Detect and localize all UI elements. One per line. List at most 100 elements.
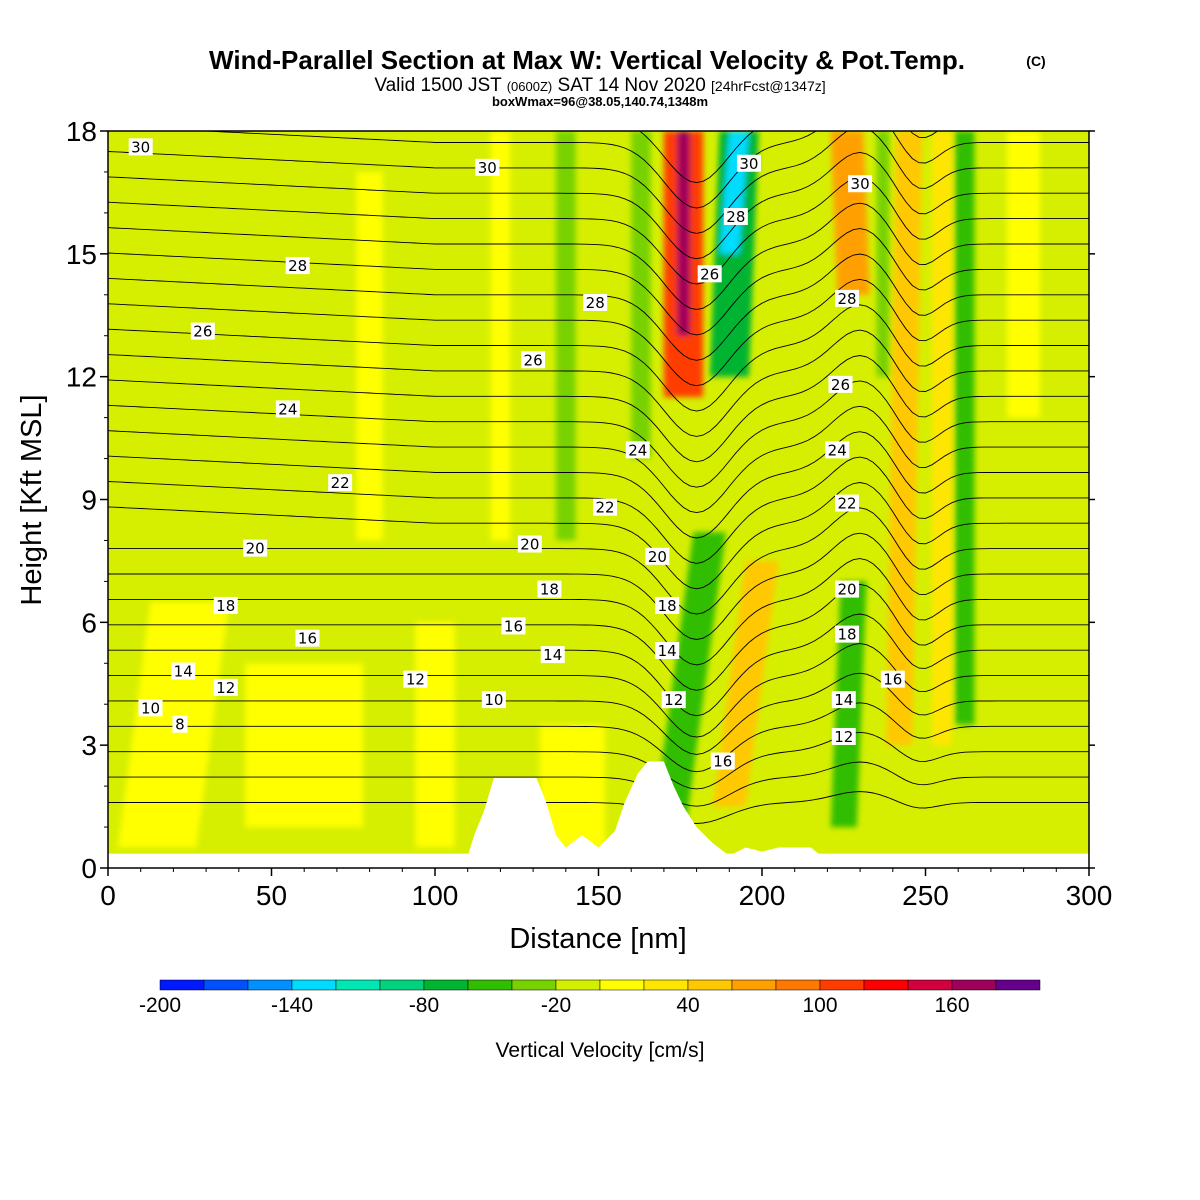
theta-contour-label: 20 [517, 535, 542, 554]
theta-contour-label-text: 20 [648, 548, 667, 566]
x-axis: 0 50 100 150 200 250 300 [100, 868, 1112, 911]
theta-contour-label: 28 [835, 289, 860, 308]
theta-contour-label: 16 [501, 617, 526, 635]
y-tick-label: 9 [81, 485, 97, 516]
theta-contour-label-text: 10 [484, 691, 503, 709]
x-tick-label: 200 [739, 880, 786, 911]
theta-contour-label-text: 18 [658, 597, 677, 615]
theta-contour-label-text: 12 [834, 728, 853, 746]
theta-contour-label-text: 10 [141, 699, 160, 717]
theta-contour-label-text: 14 [834, 691, 853, 709]
y-tick-label: 6 [81, 607, 97, 638]
velocity-cell [677, 131, 691, 336]
colorbar-swatch [863, 979, 909, 991]
theta-contour-label: 30 [736, 154, 761, 173]
theta-contour-label: 20 [835, 580, 860, 599]
theta-contour-label-text: 20 [837, 581, 856, 599]
colorbar-tick-label: -200 [139, 994, 181, 1017]
x-tick-label: 0 [100, 880, 116, 911]
theta-contour-label-text: 26 [831, 376, 850, 394]
colorbar-swatch [819, 979, 865, 991]
x-tick-label: 100 [412, 880, 459, 911]
theta-contour [108, 456, 1089, 564]
theta-contour [108, 613, 1089, 717]
theta-contour-label: 26 [828, 375, 853, 394]
theta-contour [108, 702, 1089, 773]
theta-contour [108, 131, 1089, 234]
theta-contour-label-text: 18 [837, 626, 856, 644]
colorbar-tick-label: 100 [802, 994, 837, 1017]
theta-contour-label: 30 [848, 175, 873, 193]
theta-contour-label-text: 12 [406, 671, 425, 689]
velocity-cell [490, 131, 511, 541]
theta-contour-label: 22 [328, 474, 353, 492]
theta-contour-label-text: 24 [628, 441, 647, 459]
theta-contour-label-text: 24 [828, 441, 847, 459]
theta-contour-label-text: 26 [524, 351, 543, 369]
theta-contour-label: 20 [243, 539, 268, 558]
colorbar-tick-label: 40 [676, 994, 699, 1017]
theta-contour [108, 304, 1089, 412]
velocity-cell [932, 131, 952, 746]
theta-contour-label: 28 [723, 207, 748, 226]
theta-contour-label: 16 [880, 670, 905, 689]
theta-contour [108, 761, 1089, 807]
theta-contour-label-text: 16 [298, 630, 317, 648]
theta-contours [108, 131, 1089, 868]
theta-contour-label-text: 20 [246, 540, 265, 558]
velocity-cell [631, 131, 651, 459]
valid-forecast: [24hrFcst@1347z] [711, 78, 826, 94]
velocity-cell [539, 724, 605, 848]
velocity-cell [1007, 131, 1040, 418]
theta-contour-label-text: 26 [700, 265, 719, 283]
colorbar-swatch [555, 979, 601, 991]
theta-contour [108, 558, 1089, 666]
colorbar-swatch [291, 979, 337, 991]
theta-contour-label-text: 22 [837, 495, 856, 513]
theta-contour-label: 10 [481, 691, 506, 709]
box-line: boxWmax=96@38.05,140.74,1348m [492, 94, 708, 109]
theta-contour-label-text: 14 [174, 662, 193, 680]
colorbar-swatch [423, 979, 469, 991]
theta-contour-label: 14 [655, 641, 680, 660]
theta-contour-label-text: 30 [131, 138, 150, 156]
theta-contour-label: 26 [190, 322, 215, 341]
y-tick-label: 18 [66, 116, 97, 147]
theta-contour [108, 228, 1089, 336]
x-tick-label: 300 [1066, 880, 1113, 911]
theta-contour-label: 12 [403, 670, 428, 689]
colorbar-tick-label: -140 [271, 994, 313, 1017]
theta-contour-label: 24 [275, 400, 300, 418]
theta-contour-label-text: 22 [595, 499, 614, 517]
contour-labels: 30 30 30 30 28 28 28 28 26 26 26 26 24 24 24 22 22 22 20 20… [128, 138, 905, 771]
colorbar-swatch [379, 979, 425, 991]
copyright-mark: (C) [1026, 53, 1045, 69]
theta-contour-label: 16 [295, 629, 320, 648]
theta-contour [108, 151, 1089, 260]
colorbar-swatch [643, 979, 689, 991]
theta-contour [108, 643, 1089, 738]
plot-area: 30 30 30 30 28 28 28 28 26 26 26 26 24 24 24 22 22 22 20 20… [108, 131, 1089, 868]
colorbar-label: Vertical Velocity [cm/s] [496, 1039, 705, 1062]
colorbar-swatch [511, 979, 557, 991]
theta-contour-label-text: 20 [520, 536, 539, 554]
theta-contour [108, 380, 1089, 488]
theta-contour-label: 30 [475, 158, 500, 177]
colorbar: -200 -140 -80 -20 40 100 160 [139, 979, 1041, 1017]
theta-contour [108, 431, 1089, 539]
theta-contour [108, 202, 1089, 310]
theta-contour [108, 532, 1089, 640]
theta-contour-label-text: 18 [216, 597, 235, 615]
velocity-cell [356, 171, 383, 541]
y-tick-label: 3 [81, 730, 97, 761]
chart-title: Wind-Parallel Section at Max W: Vertical… [209, 45, 965, 75]
theta-contour-label: 14 [171, 662, 196, 680]
theta-contour [108, 405, 1089, 514]
theta-contour-label: 30 [128, 138, 153, 156]
x-tick-label: 50 [256, 880, 287, 911]
theta-contour-label: 10 [138, 699, 163, 717]
colorbar-swatch [247, 979, 293, 991]
valid-line: Valid 1500 JST (0600Z) SAT 14 Nov 2020 [… [374, 75, 825, 96]
y-axis: 0 3 6 9 12 15 18 [66, 116, 1095, 884]
colorbar-swatch [335, 979, 381, 991]
